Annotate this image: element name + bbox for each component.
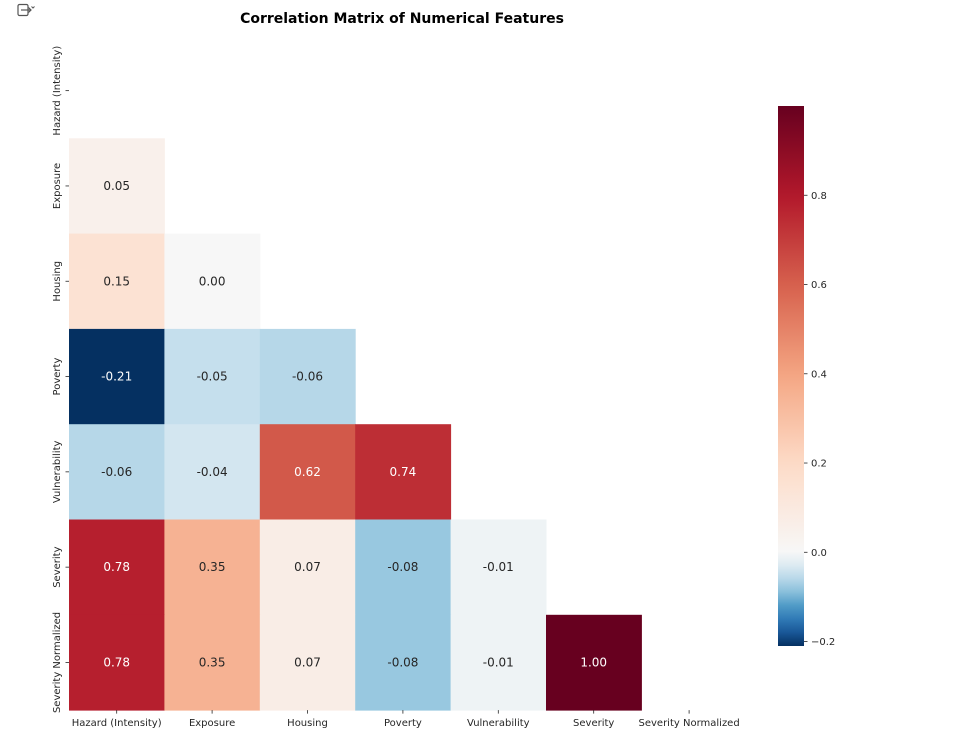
heatmap-cell-labels: 0.05 0.15 0.00 -0.21 -0.05 -0.06 -0.06 -0.04 0.6… <box>101 179 607 670</box>
cell-value-label: -0.01 <box>483 560 514 574</box>
colorbar-tick-label: 0.8 <box>811 191 827 202</box>
colorbar-gradient <box>778 106 804 646</box>
cell-value-label: 0.78 <box>103 655 130 669</box>
heatmap-cell-severity-normalized-exposure <box>164 614 261 711</box>
cell-value-label: -0.01 <box>483 655 514 669</box>
heatmap-cell-vulnerability-poverty <box>355 424 452 520</box>
x-tick-label: Housing <box>287 718 328 729</box>
colorbar-tick-label: 0.0 <box>811 548 827 559</box>
colorbar-tick-label: 0.4 <box>811 369 827 380</box>
cell-value-label: 0.74 <box>390 465 417 479</box>
cell-value-label: -0.08 <box>387 655 418 669</box>
heatmap-cell-vulnerability-housing <box>259 424 356 520</box>
x-tick-label: Severity Normalized <box>639 718 740 729</box>
cell-value-label: 1.00 <box>580 655 607 669</box>
y-tick-label: Vulnerability <box>52 441 63 504</box>
heatmap-cell-poverty-housing <box>259 328 356 425</box>
colorbar: −0.2 0.0 0.2 0.4 0.6 0.8 <box>778 106 835 648</box>
chart-title: Correlation Matrix of Numerical Features <box>240 11 564 27</box>
cell-value-label: 0.00 <box>199 274 226 288</box>
y-tick-label: Hazard (Intensity) <box>52 46 63 136</box>
x-tick-label: Hazard (Intensity) <box>72 718 162 729</box>
cell-value-label: 0.07 <box>294 560 321 574</box>
heatmap-cell-severity-normalized-housing <box>259 614 356 711</box>
heatmap-cell-vulnerability-exposure <box>164 424 261 520</box>
heatmap-cell-severity-normalized-severity <box>546 614 642 711</box>
heatmap-cell-severity-exposure <box>164 519 261 616</box>
cell-value-label: -0.21 <box>101 370 132 384</box>
y-tick-label: Severity Normalized <box>52 612 63 713</box>
colorbar-tick-label: −0.2 <box>811 637 835 648</box>
heatmap-cell-severity-normalized-hazard-intensity <box>69 614 165 711</box>
cell-value-label: -0.04 <box>197 465 228 479</box>
cell-value-label: 0.05 <box>103 179 130 193</box>
cell-value-label: -0.08 <box>387 560 418 574</box>
heatmap-cell-severity-normalized-poverty <box>355 614 452 711</box>
colorbar-tick-label: 0.6 <box>811 280 827 291</box>
cell-value-label: 0.35 <box>199 655 226 669</box>
y-tick-label: Housing <box>52 261 63 302</box>
colorbar-tick-label: 0.2 <box>811 459 827 470</box>
cell-value-label: -0.05 <box>197 370 228 384</box>
heatmap-cell-severity-hazard-intensity <box>69 519 165 616</box>
cell-value-label: -0.06 <box>101 465 132 479</box>
cell-value-label: -0.06 <box>292 370 323 384</box>
y-tick-label: Severity <box>52 546 63 587</box>
export-output-icon[interactable] <box>17 3 35 17</box>
x-tick-label: Vulnerability <box>467 718 530 729</box>
heatmap-cells <box>69 138 642 711</box>
heatmap-cell-severity-vulnerability <box>450 519 547 616</box>
y-tick-label: Exposure <box>52 163 63 209</box>
heatmap-cell-poverty-hazard-intensity <box>69 328 165 425</box>
heatmap-cell-severity-poverty <box>355 519 452 616</box>
heatmap-cell-poverty-exposure <box>164 328 261 425</box>
x-tick-label: Poverty <box>384 718 422 729</box>
heatmap-cell-exposure-hazard-intensity <box>69 138 165 235</box>
x-axis: Hazard (Intensity) Exposure Housing Poverty… <box>72 710 740 729</box>
x-tick-label: Severity <box>573 718 614 729</box>
y-tick-label: Poverty <box>52 358 63 396</box>
cell-value-label: 0.78 <box>103 560 130 574</box>
heatmap-cell-severity-housing <box>259 519 356 616</box>
heatmap-cell-housing-hazard-intensity <box>69 233 165 330</box>
y-axis: Hazard (Intensity) Exposure Housing Poverty… <box>52 46 69 713</box>
cell-value-label: 0.35 <box>199 560 226 574</box>
cell-value-label: 0.07 <box>294 655 321 669</box>
heatmap-cell-housing-exposure <box>164 233 261 330</box>
cell-value-label: 0.62 <box>294 465 321 479</box>
heatmap-cell-vulnerability-hazard-intensity <box>69 424 165 520</box>
heatmap-cell-severity-normalized-vulnerability <box>450 614 547 711</box>
cell-value-label: 0.15 <box>103 274 130 288</box>
x-tick-label: Exposure <box>189 718 235 729</box>
